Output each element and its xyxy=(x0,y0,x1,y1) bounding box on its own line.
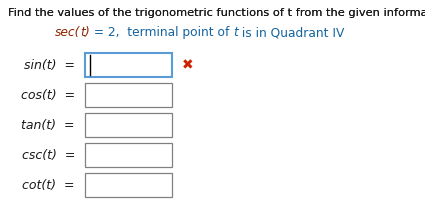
Text: Find the values of the trigonometric functions of t from the given information.: Find the values of the trigonometric fun… xyxy=(8,8,425,18)
Bar xyxy=(85,173,172,197)
Text: sec(: sec( xyxy=(55,26,80,39)
Text: t: t xyxy=(80,26,85,39)
Text: ): ) xyxy=(85,26,90,39)
Text: sin(t)  =: sin(t) = xyxy=(24,59,75,71)
Text: csc(t)  =: csc(t) = xyxy=(22,148,75,162)
Text: cot(t)  =: cot(t) = xyxy=(23,179,75,191)
Bar xyxy=(85,143,172,167)
Text: tan(t)  =: tan(t) = xyxy=(22,119,75,131)
Text: ✖: ✖ xyxy=(182,58,194,72)
Bar xyxy=(85,113,172,137)
Bar xyxy=(85,53,172,77)
Text: cos(t)  =: cos(t) = xyxy=(21,88,75,102)
Bar xyxy=(85,83,172,107)
Text: t: t xyxy=(233,26,238,39)
Text: = 2,  terminal point of: = 2, terminal point of xyxy=(90,26,233,39)
Text: is in Quadrant IV: is in Quadrant IV xyxy=(238,26,344,39)
Text: Find the values of the trigonometric functions of t from the given information.: Find the values of the trigonometric fun… xyxy=(8,8,425,18)
